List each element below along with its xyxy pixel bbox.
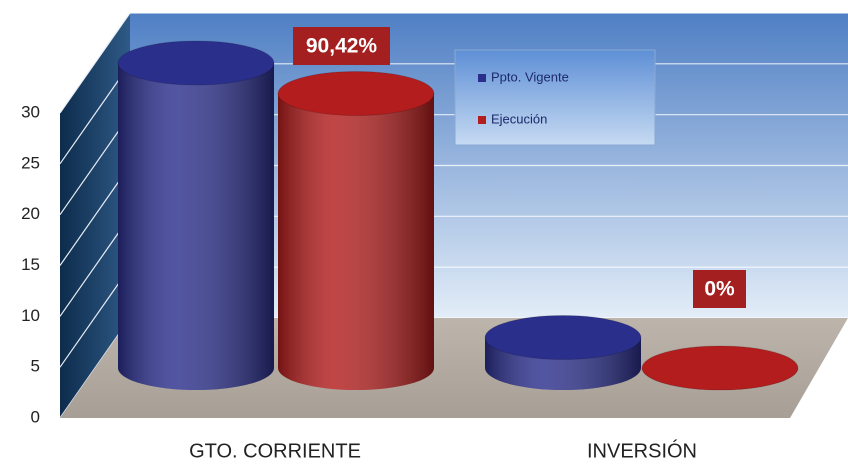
bar-top xyxy=(484,315,642,360)
y-tick-label: 25 xyxy=(21,153,40,172)
y-tick-label: 30 xyxy=(21,102,40,121)
x-tick-label: INVERSIÓN xyxy=(587,439,697,462)
legend-swatch xyxy=(478,74,486,82)
grid-line xyxy=(59,12,131,114)
x-tick-label: GTO. CORRIENTE xyxy=(189,440,361,462)
annotation-box xyxy=(293,27,390,65)
y-tick-label: 20 xyxy=(21,204,40,223)
legend-label: Ejecución xyxy=(491,111,547,126)
bar-top xyxy=(117,40,275,86)
bar-top xyxy=(641,345,799,391)
annotation: 90,42% xyxy=(306,35,378,58)
y-tick-label: 10 xyxy=(21,306,40,325)
y-tick-label: 5 xyxy=(31,357,40,376)
y-tick-label: 15 xyxy=(21,255,40,274)
bar-top xyxy=(277,71,435,116)
bar-shade xyxy=(118,63,274,390)
legend xyxy=(454,49,656,146)
bar-shade xyxy=(278,93,434,390)
annotation-box xyxy=(693,270,746,308)
legend-label: Ppto. Vigente xyxy=(491,69,569,84)
legend-swatch xyxy=(478,116,486,124)
annotation: 0% xyxy=(704,278,735,301)
y-tick-label: 0 xyxy=(31,407,40,426)
